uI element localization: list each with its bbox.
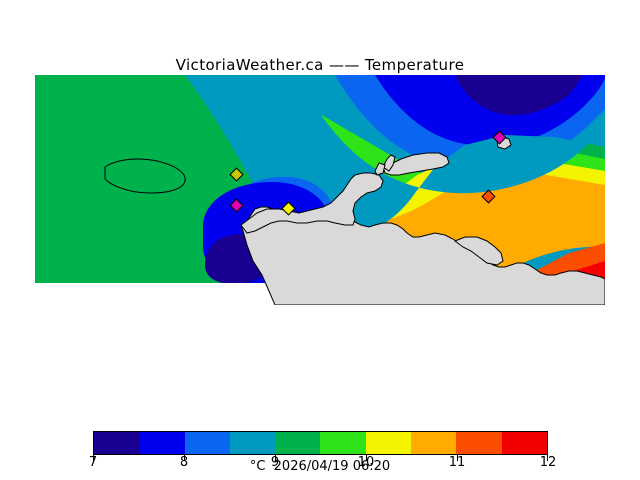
landmass-group	[104, 136, 605, 305]
land-south-vancouver-island	[240, 206, 605, 305]
colorbar-segment-9	[501, 432, 547, 454]
colorbar-caption: °C 2026/04/19 06:20	[249, 459, 391, 474]
contour-band-7.0-7.5-ne	[455, 75, 583, 115]
colorbar-tick-11	[457, 455, 458, 461]
colorbar-label-11: 11	[448, 455, 466, 470]
contour-band-11.5-12.0	[505, 243, 605, 283]
colorbar-segment-6	[365, 432, 412, 454]
colorbar-tick-12	[547, 455, 548, 461]
colorbar-segment-8	[456, 432, 502, 454]
colorbar-segment-4	[275, 432, 321, 454]
colorbar-tick-7	[93, 455, 94, 461]
contour-map-svg	[35, 75, 605, 305]
colorbar-group	[93, 431, 548, 461]
colorbar-segment-2	[184, 432, 230, 454]
colorbar-segment-1	[139, 432, 185, 454]
colorbar-tick-labels: 7 8 9 10 11 12	[73, 455, 568, 471]
colorbar-tick-10	[366, 455, 367, 461]
land-saanich-peninsula	[240, 172, 384, 234]
colorbar-segment-7	[411, 432, 457, 454]
land-small-islet-a	[382, 154, 396, 172]
land-east-islands	[453, 236, 504, 266]
colorbar-label-12: 12	[539, 455, 557, 470]
colorbar-label-9: 9	[270, 455, 280, 470]
map-canvas[interactable]	[35, 75, 605, 305]
page-title: VictoriaWeather.ca —— Temperature	[175, 56, 465, 74]
colorbar-label-10: 10	[357, 455, 375, 470]
colorbar-tick-9	[275, 455, 276, 461]
contour-band-11.5-12.0-core	[543, 261, 605, 283]
coastline-strait-outline	[104, 158, 186, 194]
colorbar-label-8: 8	[179, 455, 189, 470]
land-small-islet-b	[374, 162, 386, 176]
colorbar-segment-5	[320, 432, 366, 454]
colorbar-segment-0	[94, 432, 140, 454]
colorbar-label-7: 7	[88, 455, 98, 470]
colorbar-segment-3	[229, 432, 276, 454]
land-north-peninsula	[382, 152, 450, 176]
colorbar-tick-8	[184, 455, 185, 461]
colorbar-ticks	[93, 455, 548, 465]
colorbar-strip[interactable]	[93, 431, 548, 455]
